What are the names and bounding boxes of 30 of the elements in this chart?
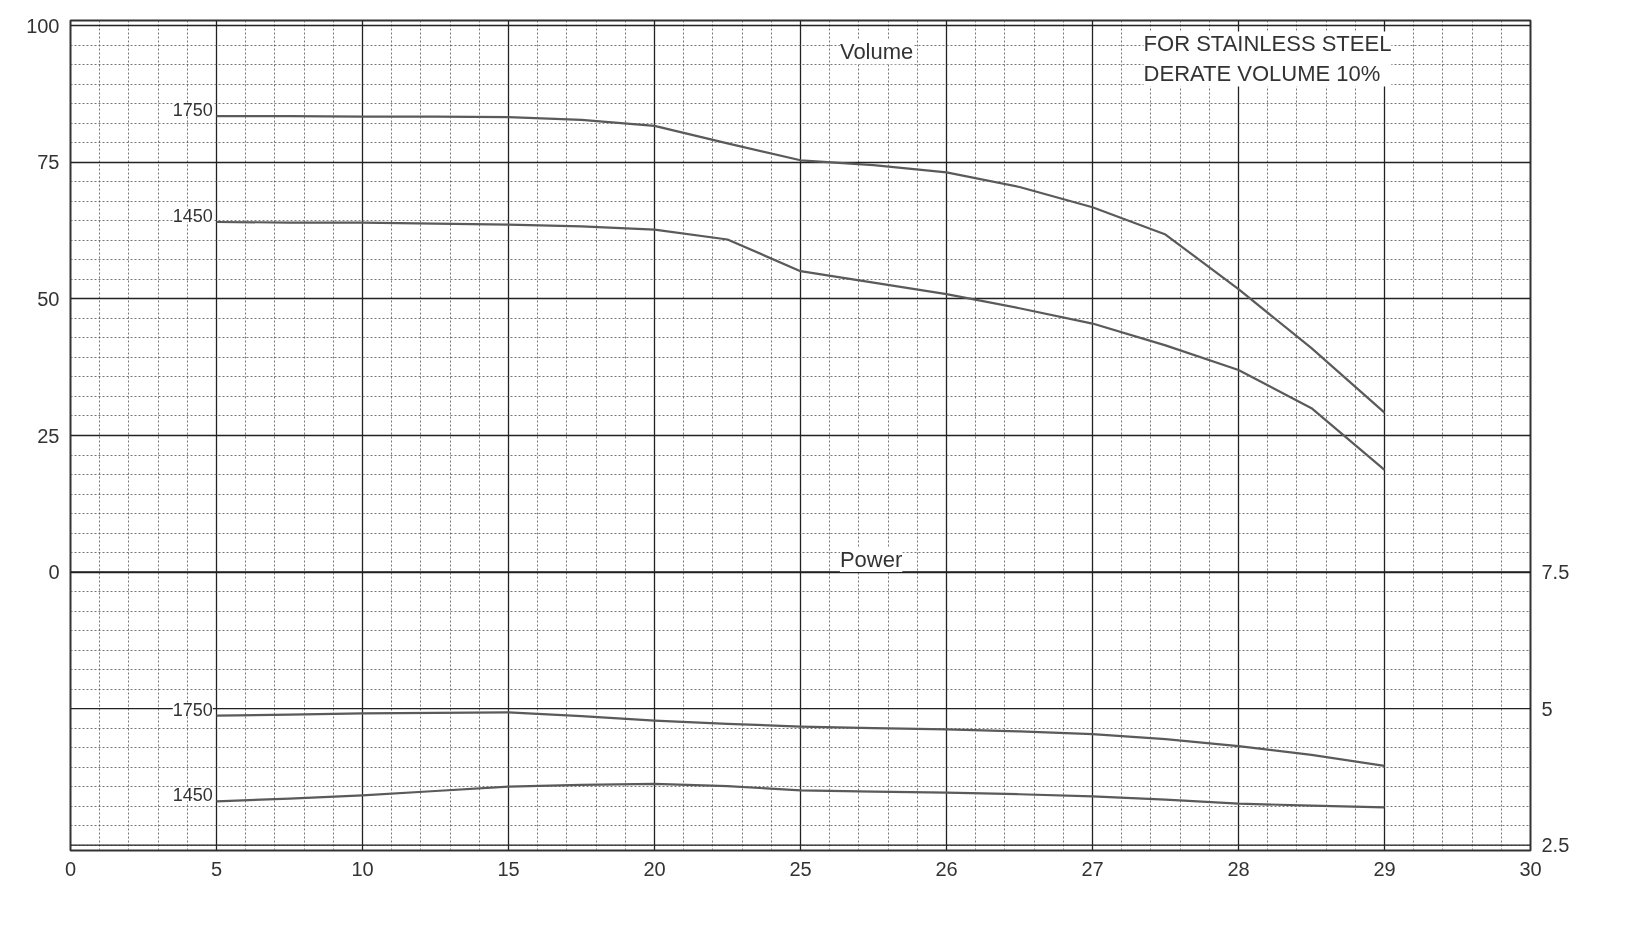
x-tick-label: 26	[935, 857, 958, 880]
y-tick-label: 50	[37, 287, 60, 310]
line-series	[215, 114, 1386, 414]
annotation: Volume	[839, 39, 914, 65]
x-tick-label: 15	[497, 857, 520, 880]
x-tick-label: 27	[1081, 857, 1104, 880]
series-label: 1450	[172, 205, 213, 226]
y-tick-label: 100	[26, 14, 60, 37]
y2-tick-label: 2.5	[1541, 834, 1570, 857]
series-label: 1450	[172, 785, 213, 806]
annotation: FOR STAINLESS STEEL DERATE VOLUME 10%	[1143, 31, 1392, 87]
x-tick-label: 29	[1373, 857, 1396, 880]
y-tick-label: 25	[37, 424, 60, 447]
x-tick-label: 5	[210, 857, 223, 880]
series-label: 1750	[172, 699, 213, 720]
y-tick-label: 75	[37, 151, 60, 174]
x-tick-label: 0	[64, 857, 77, 880]
x-tick-label: 25	[789, 857, 812, 880]
y2-tick-label: 7.5	[1541, 561, 1570, 584]
y2-tick-label: 5	[1541, 697, 1553, 720]
y-tick-label: 0	[48, 561, 60, 584]
series-label: 1750	[172, 100, 213, 121]
line-series	[215, 220, 1386, 471]
x-tick-label: 10	[351, 857, 374, 880]
line-series	[215, 782, 1386, 809]
x-tick-label: 28	[1227, 857, 1250, 880]
annotation: Power	[839, 547, 903, 573]
x-tick-label: 20	[643, 857, 666, 880]
x-tick-label: 30	[1519, 857, 1542, 880]
line-series	[215, 711, 1386, 767]
